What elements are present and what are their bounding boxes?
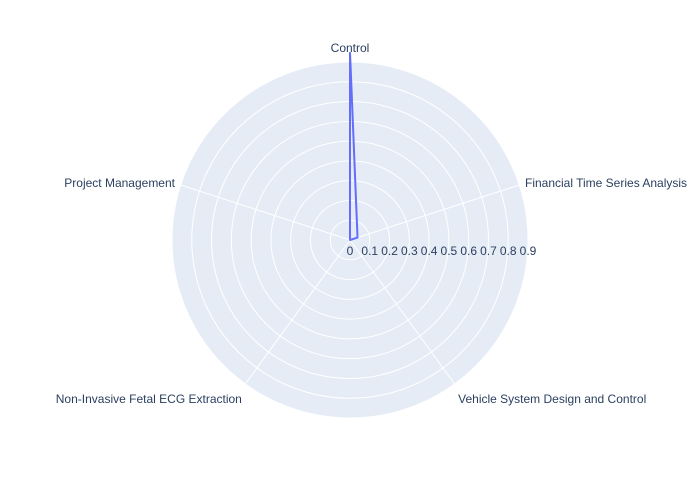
category-label: Vehicle System Design and Control [458, 392, 646, 406]
category-label: Project Management [64, 176, 175, 190]
radial-tick-label: 0.1 [361, 244, 378, 258]
radial-tick-label: 0.7 [480, 244, 497, 258]
radial-tick-label: 0.2 [381, 244, 398, 258]
radial-tick-label: 0 [347, 244, 354, 258]
radial-tick-label: 0.3 [401, 244, 418, 258]
angular-grid-spoke [349, 239, 456, 385]
radial-tick-label: 0.4 [421, 244, 438, 258]
radial-tick-labels: 0 0.1 0.2 0.3 0.4 0.5 0.6 0.7 0.8 0.9 [347, 244, 537, 258]
angular-grid-spoke [349, 184, 520, 241]
series-line [349, 52, 359, 241]
category-label: Control [331, 41, 370, 55]
radial-tick-label: 0.9 [520, 244, 537, 258]
angular-grid-spoke [244, 239, 351, 385]
category-label: Financial Time Series Analysis [525, 176, 687, 190]
angular-grid-spoke [180, 184, 351, 241]
radial-tick-label: 0.8 [500, 244, 517, 258]
radial-tick-label: 0.5 [441, 244, 458, 258]
radial-tick-label: 0.6 [460, 244, 477, 258]
category-label: Non-Invasive Fetal ECG Extraction [56, 392, 242, 406]
category-labels: Control Financial Time Series Analysis Veh… [56, 41, 687, 406]
series-layer [349, 52, 359, 241]
